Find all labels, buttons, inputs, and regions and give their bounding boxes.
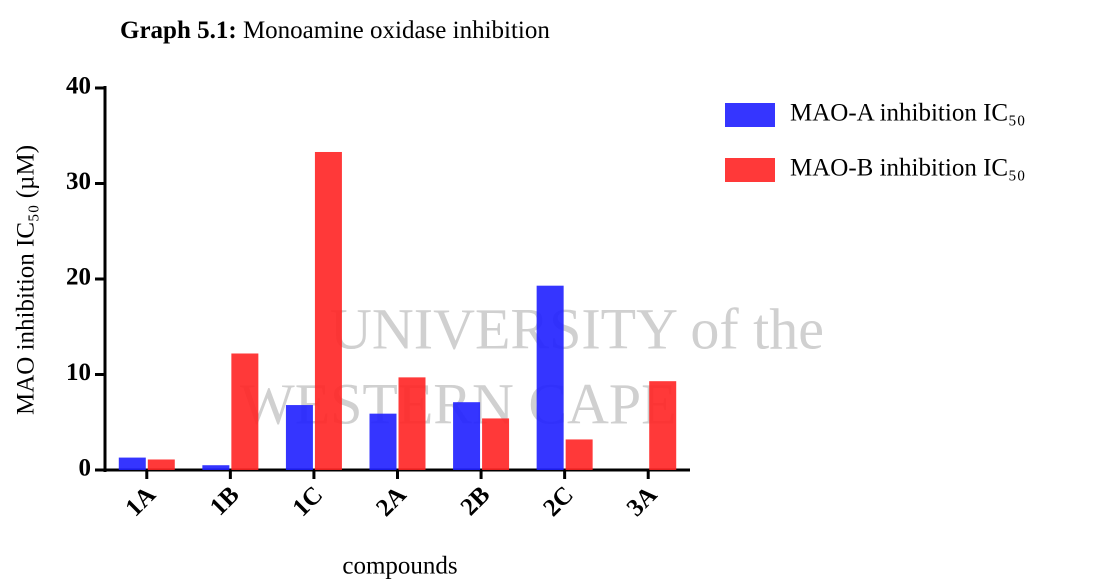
- title-prefix: Graph 5.1:: [120, 17, 237, 44]
- legend-label: MAO-A inhibition IC₅₀: [790, 100, 1026, 127]
- watermark: UNIVERSITY of the: [330, 296, 824, 361]
- bar: [231, 353, 259, 470]
- y-tick-label: 30: [66, 168, 91, 195]
- y-axis-title: MAO inhibition IC₅₀ (µM): [13, 145, 40, 415]
- bar: [649, 381, 677, 470]
- bar: [202, 465, 230, 470]
- x-tick-label: 2C: [538, 481, 579, 522]
- bar: [314, 151, 342, 471]
- bar: [118, 457, 146, 470]
- bar: [147, 459, 175, 470]
- x-tick-label: 2B: [456, 481, 496, 521]
- x-tick-label: 3A: [622, 481, 663, 522]
- bar: [398, 377, 426, 470]
- bar: [482, 418, 510, 470]
- y-tick-label: 20: [66, 264, 91, 291]
- bar: [565, 439, 593, 470]
- x-tick-label: 1A: [120, 481, 161, 522]
- x-tick-label: 2A: [371, 481, 412, 522]
- title-text: Monoamine oxidase inhibition: [243, 17, 550, 44]
- bar: [453, 402, 481, 470]
- y-tick-label: 0: [79, 455, 92, 482]
- y-tick-label: 40: [66, 73, 91, 100]
- legend-swatch: [725, 103, 775, 127]
- x-tick-label: 1C: [288, 481, 329, 522]
- bar: [285, 405, 313, 470]
- y-tick-label: 10: [66, 359, 91, 386]
- x-tick-label: 1B: [205, 481, 245, 521]
- chart-title: Graph 5.1: Monoamine oxidase inhibition: [120, 17, 550, 44]
- legend-swatch: [725, 158, 775, 182]
- bar: [369, 413, 397, 470]
- legend-label: MAO-B inhibition IC₅₀: [790, 155, 1026, 182]
- bar: [536, 285, 564, 470]
- x-axis-title: compounds: [342, 553, 457, 580]
